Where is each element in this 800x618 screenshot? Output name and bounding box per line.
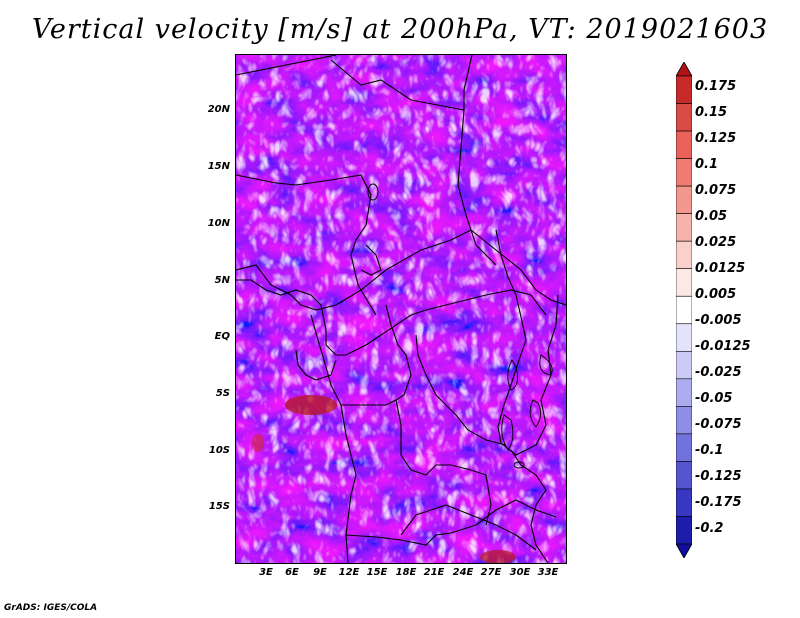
updraft-patch — [285, 395, 337, 415]
lon-label: 3E — [259, 567, 273, 578]
updraft-patch — [480, 550, 516, 563]
colorbar-swatch — [676, 433, 692, 462]
colorbar-label: 0.15 — [695, 105, 728, 120]
colorbar-swatch — [676, 461, 692, 490]
colorbar-swatch — [676, 323, 692, 352]
colorbar-label: 0.05 — [695, 209, 728, 224]
colorbar-label: -0.2 — [695, 521, 724, 536]
lat-label: 20N — [207, 104, 230, 115]
colorbar-swatch — [676, 516, 692, 545]
colorbar-swatch — [676, 185, 692, 214]
lon-label: 18E — [395, 567, 417, 578]
lon-label: 21E — [423, 567, 445, 578]
lat-label: 10S — [208, 445, 230, 456]
lon-label: 12E — [338, 567, 360, 578]
colorbar-top-arrow — [676, 62, 692, 77]
colorbar-label: 0.005 — [695, 287, 737, 302]
colorbar-swatch — [676, 378, 692, 407]
colorbar-swatch — [676, 488, 692, 517]
lon-label: 27E — [480, 567, 502, 578]
colorbar — [676, 62, 692, 558]
colorbar-label: 0.125 — [695, 131, 737, 146]
colorbar-label: 0.0125 — [695, 261, 746, 276]
colorbar-swatch — [676, 240, 692, 270]
colorbar-label: -0.075 — [695, 417, 742, 432]
colorbar-bottom-arrow — [676, 543, 692, 558]
colorbar-label: -0.025 — [695, 365, 742, 380]
lat-label: EQ — [214, 331, 230, 342]
colorbar-label: 0.075 — [695, 183, 737, 198]
colorbar-swatch — [676, 406, 692, 435]
colorbar-label: 0.025 — [695, 235, 737, 250]
colorbar-label: 0.175 — [695, 79, 737, 94]
grads-credit: GrADS: IGES/COLA — [4, 603, 98, 613]
colorbar-label: -0.05 — [695, 391, 733, 406]
colorbar-swatch — [676, 130, 692, 159]
lakes — [367, 183, 553, 469]
colorbar-label: -0.005 — [695, 313, 742, 328]
lat-label: 10N — [207, 218, 230, 229]
colorbar-swatch — [676, 268, 692, 297]
lon-label: 30E — [509, 567, 531, 578]
velocity-field-map — [236, 55, 566, 563]
lat-label: 5S — [215, 388, 230, 399]
chart-title: Vertical velocity [m/s] at 200hPa, VT: 2… — [31, 14, 769, 45]
lat-label: 15N — [207, 161, 230, 172]
lat-label: 5N — [214, 275, 230, 286]
colorbar-label: -0.175 — [695, 495, 742, 510]
colorbar-swatch — [676, 213, 692, 242]
lon-label: 9E — [313, 567, 327, 578]
lat-label: 15S — [208, 501, 230, 512]
lon-label: 15E — [366, 567, 388, 578]
colorbar-label: -0.1 — [695, 443, 724, 458]
lon-label: 6E — [285, 567, 299, 578]
map-panel — [235, 54, 567, 564]
colorbar-label: -0.125 — [695, 469, 742, 484]
colorbar-swatch — [676, 295, 692, 325]
colorbar-label: -0.0125 — [695, 339, 751, 354]
lon-label: 33E — [537, 567, 559, 578]
colorbar-swatch — [676, 158, 692, 187]
colorbar-swatch — [676, 75, 692, 104]
colorbar-label: 0.1 — [695, 157, 719, 172]
colorbar-swatch — [676, 103, 692, 132]
colorbar-swatch — [676, 350, 692, 380]
lon-label: 24E — [452, 567, 474, 578]
updraft-patch — [252, 434, 264, 452]
